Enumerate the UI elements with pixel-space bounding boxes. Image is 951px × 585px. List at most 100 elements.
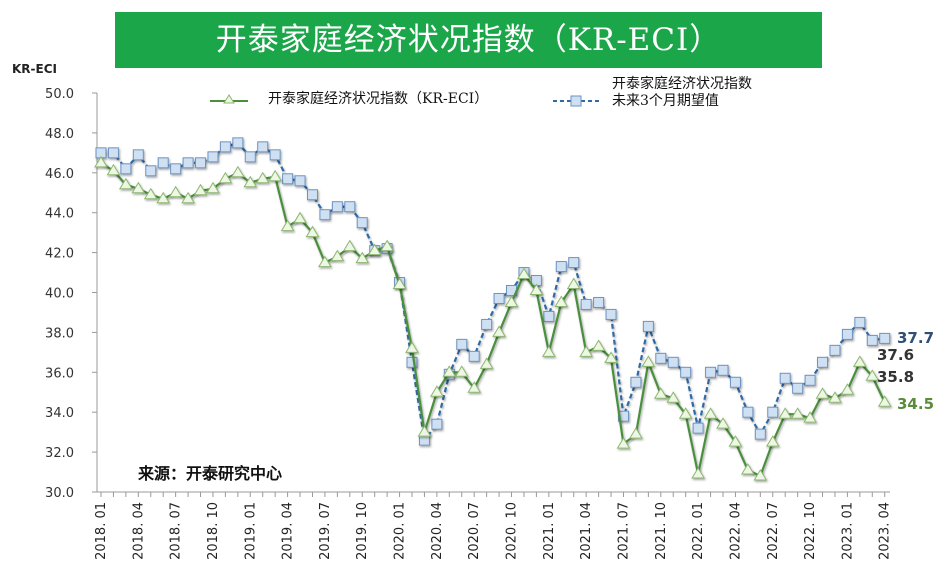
end-value-label: 37.6: [877, 346, 914, 364]
data-point-triangle: [517, 267, 531, 280]
end-value-label: 37.7: [897, 329, 934, 347]
y-tick-label: 50.0: [45, 87, 74, 102]
y-axis-label: KR-ECI: [12, 62, 57, 76]
data-point-square: [829, 344, 841, 356]
y-tick-label: 44.0: [45, 207, 74, 222]
series-index: [94, 155, 892, 481]
source-note: 来源：开泰研究中心: [138, 464, 283, 483]
data-point-square: [667, 356, 679, 368]
data-point-square: [219, 141, 231, 153]
data-point-triangle: [230, 165, 245, 178]
data-point-square: [406, 356, 418, 368]
data-point-square: [331, 201, 343, 213]
y-tick-label: 38.0: [45, 326, 74, 341]
data-point-square: [182, 157, 194, 169]
data-point-square: [170, 163, 182, 175]
data-point-triangle: [318, 255, 332, 268]
data-point-square: [804, 374, 816, 386]
data-point-triangle: [877, 395, 892, 407]
data-point-square: [319, 209, 331, 221]
data-point-square: [481, 318, 493, 330]
data-point-triangle: [828, 391, 842, 403]
data-point-triangle: [541, 345, 556, 357]
legend-label-expectation-line1: 开泰家庭经济状况指数: [612, 76, 752, 92]
x-tick-label: 2021. 04: [579, 502, 594, 560]
data-point-square: [680, 366, 692, 378]
x-tick-label: 2021. 07: [616, 502, 631, 560]
legend-entry-expectation: 开泰家庭经济状况指数 未来3个月期望值: [612, 76, 752, 110]
x-tick-label: 2023. 04: [878, 502, 893, 560]
data-point-triangle: [181, 191, 195, 204]
data-point-triangle: [653, 387, 668, 399]
data-point-square: [593, 296, 605, 308]
data-point-triangle: [168, 185, 183, 198]
data-point-triangle: [604, 351, 618, 363]
data-point-square: [431, 418, 443, 430]
x-tick-label: 2022. 04: [728, 502, 743, 560]
data-point-triangle: [106, 163, 121, 176]
data-point-triangle: [678, 407, 693, 419]
data-point-triangle: [330, 249, 345, 262]
data-point-square: [692, 422, 704, 434]
legend-square-icon: [570, 95, 582, 107]
data-point-triangle: [342, 239, 357, 252]
data-point-triangle: [479, 357, 494, 369]
series-line: [100, 161, 886, 478]
data-point-triangle: [94, 155, 108, 168]
data-point-square: [705, 366, 717, 378]
data-point-triangle: [206, 181, 220, 194]
data-point-square: [269, 149, 281, 161]
series-line: [101, 141, 885, 443]
data-point-square: [157, 157, 169, 169]
data-point-square: [630, 376, 642, 388]
data-point-triangle: [467, 381, 482, 393]
x-tick-label: 2022. 01: [691, 502, 706, 560]
x-tick-label: 2018. 07: [169, 502, 184, 560]
data-point-square: [294, 175, 306, 187]
data-point-square: [879, 332, 891, 344]
x-tick-label: 2018. 10: [206, 502, 221, 560]
data-point-square: [232, 137, 244, 149]
x-tick-label: 2020. 04: [430, 502, 445, 560]
data-point-triangle: [815, 387, 830, 399]
x-tick-label: 2020. 10: [505, 502, 520, 560]
series-expectation: [95, 137, 891, 446]
data-point-square: [456, 338, 468, 350]
data-point-square: [568, 257, 580, 269]
data-point-triangle: [629, 427, 643, 439]
data-point-square: [120, 163, 132, 175]
data-point-triangle: [492, 325, 506, 337]
data-point-triangle: [778, 407, 793, 419]
x-tick-label: 2019. 04: [281, 502, 296, 560]
legend-marker-expectation: [553, 95, 600, 107]
data-point-triangle: [268, 169, 283, 182]
data-point-square: [195, 157, 207, 169]
data-point-square: [244, 151, 256, 163]
data-point-square: [767, 406, 779, 418]
data-point-square: [257, 141, 269, 153]
data-point-square: [655, 352, 667, 364]
y-tick-label: 30.0: [45, 486, 74, 501]
y-tick-label: 42.0: [45, 247, 74, 262]
data-point-triangle: [504, 295, 519, 307]
data-point-square: [841, 328, 853, 340]
data-point-square: [282, 173, 294, 185]
data-point-square: [729, 376, 741, 388]
data-point-triangle: [529, 283, 544, 296]
data-point-triangle: [803, 411, 817, 423]
data-point-square: [107, 147, 119, 159]
data-point-triangle: [280, 219, 295, 232]
data-point-triangle: [852, 355, 867, 367]
data-point-triangle: [218, 171, 233, 184]
data-point-triangle: [641, 355, 656, 367]
data-point-square: [543, 310, 555, 322]
data-point-triangle: [554, 295, 569, 307]
legend-entry-index: 开泰家庭经济状况指数（KR-ECI）: [268, 88, 488, 108]
y-tick-label: 48.0: [45, 127, 74, 142]
data-point-triangle: [566, 277, 581, 290]
chart-title-banner: 开泰家庭经济状况指数（KR-ECI）: [115, 12, 822, 68]
data-point-square: [642, 320, 654, 332]
data-point-square: [580, 298, 592, 310]
data-point-triangle: [417, 425, 432, 437]
